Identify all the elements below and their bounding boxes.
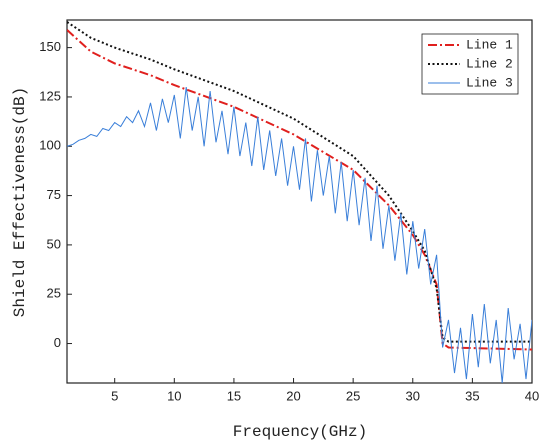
x-tick-label: 15 (227, 388, 241, 403)
plot-frame (66, 19, 533, 384)
y-axis-label: Shield Effectiveness(dB) (11, 87, 29, 317)
x-tick-label: 30 (406, 388, 420, 403)
y-tick-label: 50 (47, 236, 61, 251)
y-tick-label: 150 (39, 39, 61, 54)
x-tick-label: 10 (167, 388, 181, 403)
y-tick-label: 125 (39, 88, 61, 103)
y-tick-label: 25 (47, 286, 61, 301)
plot-area (67, 21, 532, 383)
legend-box (421, 33, 519, 95)
y-tick-label: 75 (47, 187, 61, 202)
x-tick-label: 25 (346, 388, 360, 403)
x-tick-label: 40 (525, 388, 539, 403)
y-tick-label: 0 (54, 335, 61, 350)
line-series (67, 87, 532, 383)
x-tick-label: 35 (465, 388, 479, 403)
x-tick-label: 5 (111, 388, 118, 403)
legend-label: Line 3 (466, 75, 513, 90)
x-tick-label: 20 (286, 388, 300, 403)
y-tick-label: 100 (39, 138, 61, 153)
line-series (67, 29, 532, 351)
legend-label: Line 2 (466, 56, 513, 71)
legend-label: Line 1 (466, 37, 513, 52)
x-axis-label: Frequency(GHz) (233, 423, 367, 441)
